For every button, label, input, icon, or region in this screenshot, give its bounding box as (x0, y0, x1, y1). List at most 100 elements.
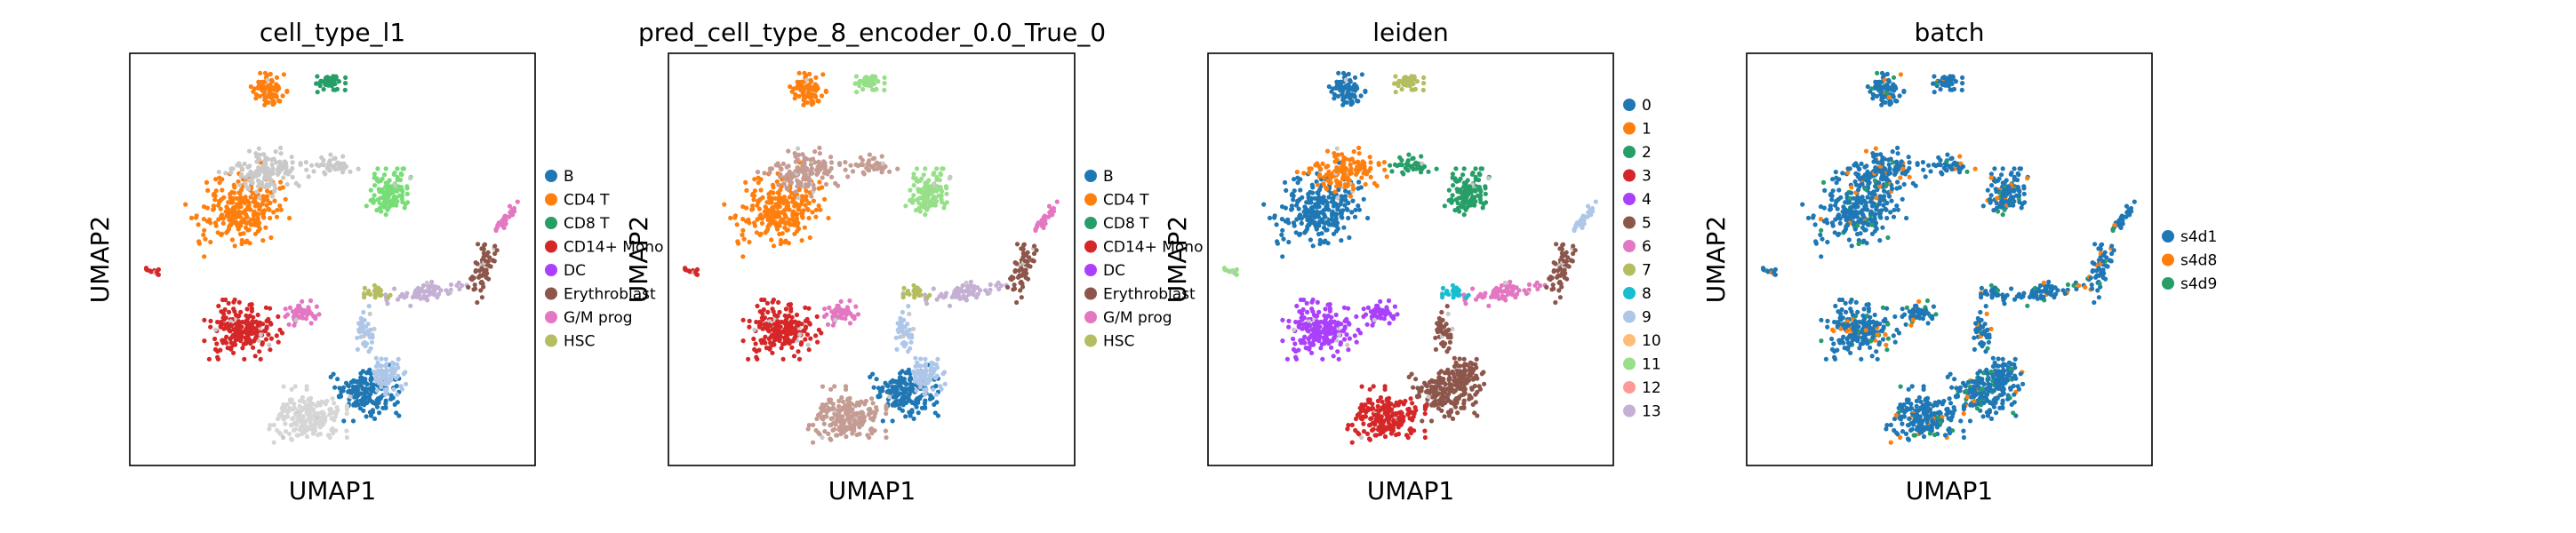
scatter-point (332, 385, 338, 390)
scatter-point (276, 314, 281, 319)
scatter-point (847, 321, 853, 326)
scatter-point (362, 291, 367, 298)
scatter-point (367, 370, 372, 376)
scatter-point (1312, 195, 1317, 201)
scatter-point (1336, 332, 1341, 338)
scatter-point (1054, 199, 1060, 204)
legend-marker (1084, 334, 1097, 347)
scatter-point (255, 184, 261, 189)
scatter-point (1535, 286, 1540, 291)
scatter-point (296, 183, 301, 188)
scatter-point (1337, 180, 1342, 186)
scatter-point (1232, 269, 1238, 274)
scatter-point (480, 246, 485, 251)
scatter-point (1440, 317, 1445, 322)
scatter-point (1331, 231, 1337, 236)
scatter-point (1455, 189, 1460, 195)
scatter-point (1344, 316, 1349, 322)
scatter-point (1478, 189, 1484, 195)
scatter-point (400, 189, 405, 195)
scatter-point (1455, 201, 1460, 206)
scatter-point (1366, 400, 1372, 405)
scatter-point (1411, 385, 1416, 390)
scatter-point (910, 382, 916, 387)
scatter-point (265, 77, 270, 83)
legend-label: 1 (1642, 121, 1652, 139)
scatter-point (268, 347, 273, 353)
scatter-point (275, 207, 280, 212)
scatter-point (1377, 309, 1382, 315)
scatter-point (231, 350, 236, 355)
scatter-point (424, 280, 429, 285)
scatter-point (220, 297, 226, 303)
scatter-point (471, 275, 476, 281)
legend-marker (545, 170, 557, 182)
scatter-point (890, 387, 895, 393)
scatter-point (253, 91, 259, 97)
scatter-point (347, 388, 352, 394)
scatter-point (500, 222, 506, 227)
scatter-point (493, 227, 499, 233)
scatter-point (1409, 79, 1414, 84)
scatter-point (1359, 72, 1364, 77)
scatter-point (1031, 251, 1037, 257)
legend-marker (1623, 263, 1636, 276)
scatter-points (1221, 70, 1598, 445)
scatter-point (934, 199, 940, 204)
scatter-point (1334, 157, 1340, 163)
scatter-point (1409, 371, 1414, 377)
scatter-point (1349, 99, 1355, 104)
scatter-point (324, 165, 330, 171)
scatter-point (448, 282, 454, 287)
scatter-point (1019, 273, 1024, 278)
scatter-point (371, 382, 376, 387)
scatter-point (1393, 432, 1399, 438)
scatter-point (1357, 330, 1364, 336)
scatter-point (843, 160, 848, 165)
scatter-point (783, 220, 788, 226)
scatter-point (909, 410, 915, 415)
scatter-point (258, 187, 263, 193)
legend-label: 11 (1642, 356, 1661, 374)
scatter-point (1306, 322, 1311, 328)
scatter-point (843, 167, 848, 172)
scatter-point (790, 325, 796, 330)
scatter-point (1421, 75, 1427, 80)
scatter-point (1354, 314, 1359, 319)
scatter-point (911, 282, 916, 288)
scatter-point (1295, 180, 1300, 186)
scatter-point (319, 415, 324, 420)
scatter-point (256, 146, 261, 151)
scatter-point (216, 303, 221, 309)
scatter-point (751, 336, 756, 342)
scatter-point (1422, 403, 1428, 409)
scatter-point (1556, 288, 1562, 293)
scatter-point (283, 408, 288, 413)
scatter-point (1549, 275, 1555, 281)
scatter-point (911, 289, 916, 294)
scatter-point (220, 338, 225, 343)
scatter-point (315, 432, 321, 438)
scatter-point (1469, 366, 1475, 371)
scatter-point (294, 422, 300, 427)
scatter-point (811, 440, 816, 445)
scatter-point (341, 418, 347, 424)
scatter-point (924, 180, 930, 186)
scatter-point (1372, 412, 1377, 418)
scatter-point (833, 412, 838, 418)
scatter-point (297, 403, 302, 409)
scatter-point (944, 200, 949, 205)
scatter-point (816, 430, 821, 435)
scatter-point (1457, 379, 1462, 385)
scatter-point (902, 324, 908, 330)
scatter-point (310, 402, 316, 407)
scatter-point (1309, 306, 1315, 312)
scatter-point (817, 151, 823, 156)
scatter-point (266, 332, 271, 338)
scatter-point (820, 175, 825, 180)
scatter-point (1390, 428, 1396, 434)
scatter-point (280, 93, 285, 99)
scatter-point (323, 414, 328, 420)
scatter-point (1560, 242, 1566, 247)
